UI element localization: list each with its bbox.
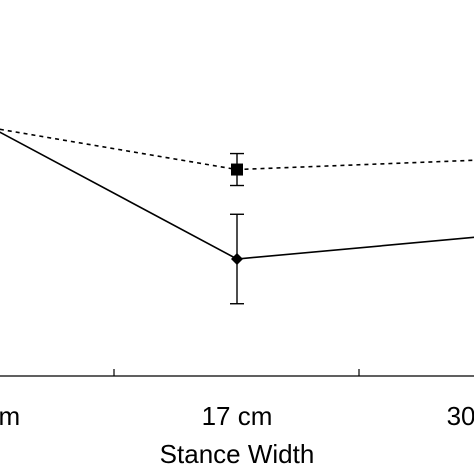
x-tick-label-2: 30 cm xyxy=(447,401,474,431)
x-tick-label-1: 17 cm xyxy=(202,401,273,431)
series-1-marker-1 xyxy=(231,253,243,265)
x-axis-title: Stance Width xyxy=(160,439,315,469)
x-tick-label-0: 0 cm xyxy=(0,401,20,431)
series-layer xyxy=(0,128,474,305)
series-0-marker-1 xyxy=(231,163,243,176)
